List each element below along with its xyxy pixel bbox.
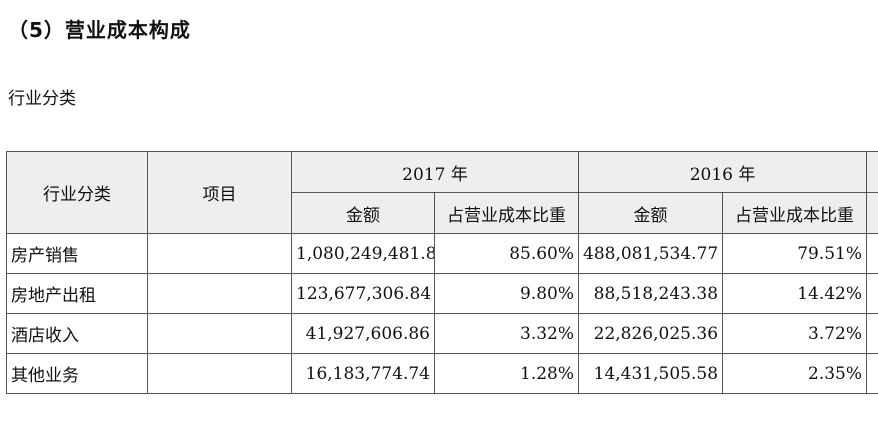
row-amount-2017: 1,080,249,481.83 [291,233,435,274]
row-amount-2016: 88,518,243.38 [578,273,724,314]
row-amount-2017: 41,927,606.86 [291,313,435,354]
header-item: 项目 [147,151,292,234]
header-cut-off [866,151,878,193]
row-amount-2016: 488,081,534.77 [578,233,724,274]
section-title: （5）营业成本构成 [8,18,191,42]
operating-cost-table: 行业分类 项目 2017 年 2016 年 金额 占营业成本比重 金额 占营业成… [6,151,878,394]
header-industry: 行业分类 [6,151,148,234]
row-share-2016: 2.35% [722,353,868,394]
row-item [147,273,292,314]
row-share-2016: 79.51% [722,233,868,274]
table-row: 酒店收入 41,927,606.86 3.32% 22,826,025.36 3… [6,313,878,354]
subtitle: 行业分类 [8,89,76,109]
header-row-columns: 金额 占营业成本比重 金额 占营业成本比重 [7,192,878,234]
table-row: 房产销售 1,080,249,481.83 85.60% 488,081,534… [6,233,878,274]
row-share-2016: 14.42% [722,273,868,314]
header-share-2017: 占营业成本比重 [433,192,580,234]
row-cut-off [866,273,878,314]
header-year-2017: 2017 年 [290,151,580,193]
row-amount-2017: 123,677,306.84 [291,273,435,314]
row-amount-2016: 14,431,505.58 [578,353,724,394]
row-share-2016: 3.72% [722,313,868,354]
table-row: 房地产出租 123,677,306.84 9.80% 88,518,243.38… [6,273,878,314]
row-share-2017: 9.80% [433,273,580,314]
header-row-years: 行业分类 项目 2017 年 2016 年 [6,151,878,234]
row-industry: 房地产出租 [6,273,148,314]
row-item [147,233,292,274]
row-item [147,353,292,394]
row-item [147,313,292,354]
row-industry: 房产销售 [6,233,148,274]
row-share-2017: 85.60% [433,233,580,274]
row-amount-2016: 22,826,025.36 [578,313,724,354]
row-share-2017: 3.32% [433,313,580,354]
row-cut-off [866,353,878,394]
header-amount-2017: 金额 [291,192,435,234]
header-share-2016: 占营业成本比重 [722,192,868,234]
row-amount-2017: 16,183,774.74 [291,353,435,394]
row-cut-off [866,233,878,274]
header-cut-off [866,192,878,234]
row-share-2017: 1.28% [433,353,580,394]
row-industry: 酒店收入 [6,313,148,354]
header-year-2016: 2016 年 [578,151,868,193]
row-industry: 其他业务 [6,353,148,394]
table-row: 其他业务 16,183,774.74 1.28% 14,431,505.58 2… [6,353,878,394]
row-cut-off [866,313,878,354]
header-amount-2016: 金额 [578,192,724,234]
